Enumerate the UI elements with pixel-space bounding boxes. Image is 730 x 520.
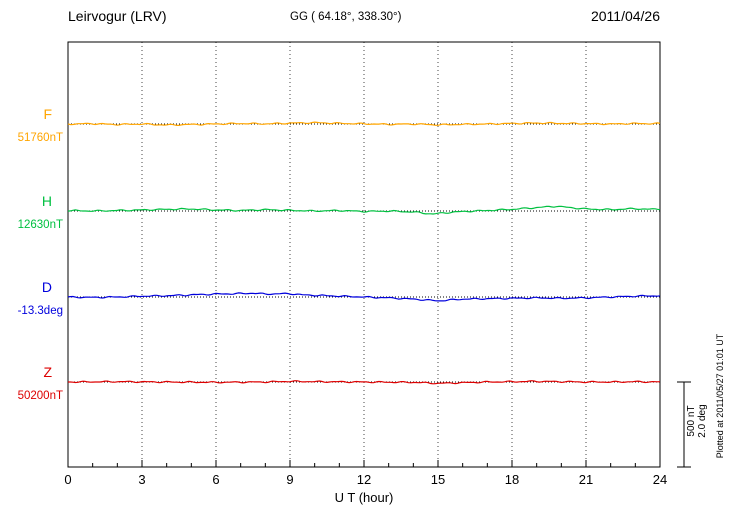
trace-Z xyxy=(68,380,661,385)
plot-date: 2011/04/26 xyxy=(590,8,660,24)
trace-D xyxy=(67,292,661,302)
channel-value-Z: 50200nT xyxy=(18,390,63,402)
scale-bar-label: 500 nT 2.0 deg xyxy=(686,404,708,437)
channel-label-D: D xyxy=(42,279,52,295)
x-tick-label: 21 xyxy=(579,472,593,487)
x-axis-title: U T (hour) xyxy=(334,490,394,505)
scale-bar-nt-label: 500 nT xyxy=(686,405,697,437)
station-title: Leirvogur (LRV) xyxy=(68,8,167,24)
x-tick-label: 15 xyxy=(431,472,445,487)
scale-bar-deg-label: 2.0 deg xyxy=(697,404,708,438)
x-tick-label: 6 xyxy=(212,472,219,487)
x-tick-label: 18 xyxy=(505,472,519,487)
geo-coordinates: GG ( 64.18°, 338.30°) xyxy=(290,11,402,23)
trace-F xyxy=(67,121,661,126)
plotted-timestamp: Plotted at 2011/05/27 01:01 UT xyxy=(715,333,725,459)
x-tick-label: 0 xyxy=(64,472,71,487)
channel-value-F: 51760nT xyxy=(18,132,63,144)
channel-value-D: -13.3deg xyxy=(18,305,63,317)
x-tick-label: 24 xyxy=(653,472,667,487)
x-tick-label: 9 xyxy=(286,472,293,487)
channel-label-H: H xyxy=(42,193,52,209)
channel-label-F: F xyxy=(43,106,52,122)
x-tick-label: 3 xyxy=(138,472,145,487)
trace-H xyxy=(67,205,661,215)
channel-label-Z: Z xyxy=(43,364,52,380)
channel-value-H: 12630nT xyxy=(18,219,63,231)
x-tick-label: 12 xyxy=(357,472,371,487)
